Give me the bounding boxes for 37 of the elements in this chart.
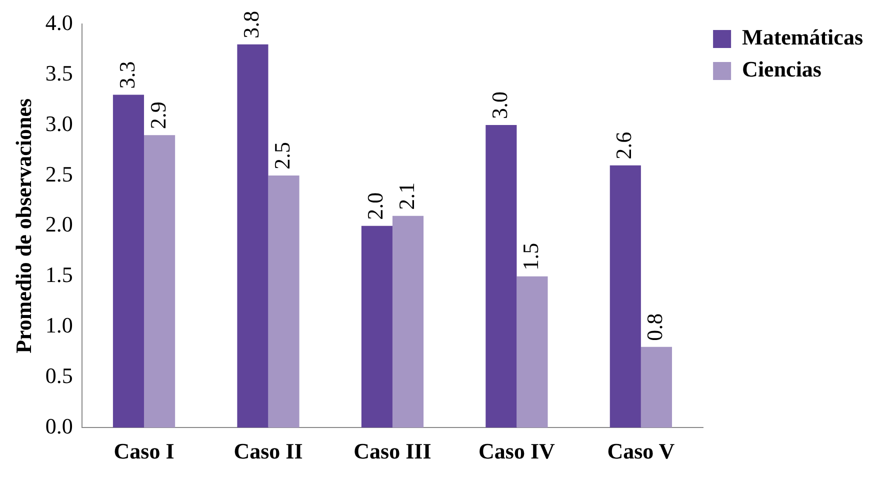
data-label: 2.6 (611, 132, 636, 160)
data-label: 1.5 (518, 242, 544, 270)
bar (486, 125, 517, 428)
y-tick-label: 1.0 (45, 312, 73, 338)
data-label: 3.3 (114, 61, 140, 89)
y-tick-label: 2.0 (45, 212, 73, 237)
y-tick-label: 0.5 (45, 362, 73, 388)
y-tick-label: 2.5 (45, 161, 73, 186)
data-label: 3.0 (486, 92, 512, 120)
bar (112, 94, 144, 428)
y-tick-label: 3.0 (45, 110, 73, 136)
bar (610, 165, 641, 428)
legend-label: Ciencias (742, 56, 822, 82)
y-axis-title: Promedio de observaciones (10, 98, 36, 354)
x-tick-label: Caso V (607, 438, 675, 464)
x-tick-label: Caso I (114, 438, 174, 464)
bar (516, 276, 548, 428)
x-tick-label: Caso IV (478, 438, 556, 464)
y-tick-label: 3.5 (45, 60, 73, 86)
bar (144, 135, 176, 428)
x-tick-label: Caso III (354, 438, 432, 464)
y-tick-label: 4.0 (45, 10, 73, 35)
bar (268, 175, 300, 428)
data-label: 2.5 (270, 142, 295, 170)
bar (361, 226, 392, 428)
x-tick-label: Caso II (234, 438, 303, 464)
data-label: 2.1 (394, 182, 419, 210)
data-label: 0.8 (642, 313, 668, 341)
data-label: 3.8 (238, 10, 264, 38)
legend-label: Matemáticas (742, 24, 864, 50)
data-label: 2.9 (145, 102, 170, 130)
y-tick-label: 1.5 (45, 262, 73, 288)
bar (640, 346, 672, 428)
y-tick-label: 0.0 (45, 413, 73, 438)
bar (392, 216, 424, 428)
bar (237, 44, 268, 428)
data-label: 2.0 (362, 192, 388, 220)
